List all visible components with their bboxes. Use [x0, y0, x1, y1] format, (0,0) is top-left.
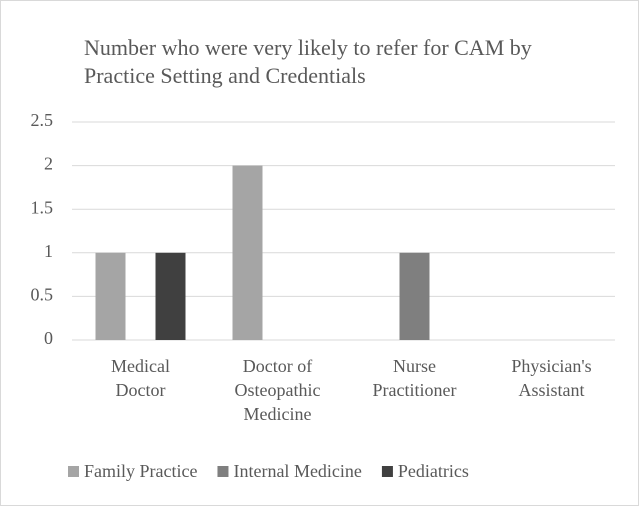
x-tick-label: Physician's Assistant — [511, 356, 592, 400]
bar — [95, 252, 126, 340]
bar — [399, 252, 430, 340]
x-tick-label: Doctor of Osteopathic Medicine — [234, 356, 321, 424]
y-tick-label: 1 — [44, 241, 53, 261]
chart-title: Number who were very likely to refer for… — [84, 35, 532, 88]
legend-label: Family Practice — [84, 461, 197, 481]
bar — [155, 252, 186, 340]
x-tick-label: Medical Doctor — [111, 356, 170, 400]
bar — [232, 165, 263, 340]
legend-label: Internal Medicine — [233, 461, 361, 481]
legend-swatch — [217, 466, 229, 477]
x-tick-label: Nurse Practitioner — [372, 356, 457, 400]
y-tick-label: 2 — [44, 154, 53, 174]
y-tick-label: 0 — [44, 328, 53, 348]
y-tick-label: 1.5 — [31, 197, 54, 217]
legend-label: Pediatrics — [398, 461, 469, 481]
y-tick-label: 0.5 — [31, 285, 54, 305]
y-tick-label: 2.5 — [31, 110, 54, 130]
legend-swatch — [68, 466, 79, 477]
legend-swatch — [381, 466, 393, 477]
